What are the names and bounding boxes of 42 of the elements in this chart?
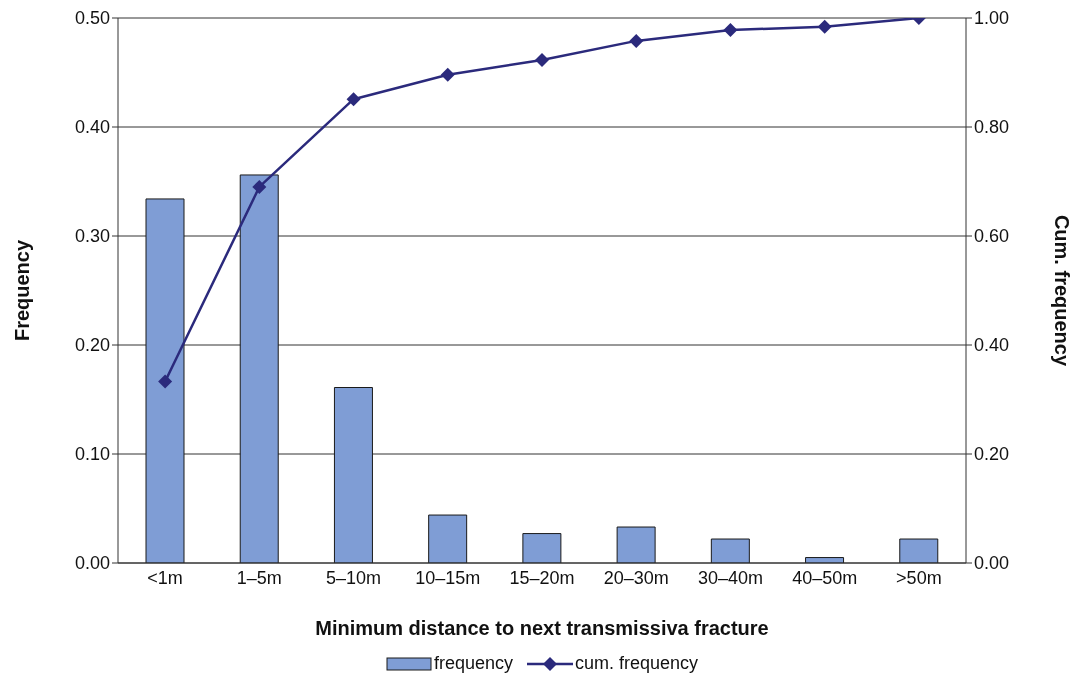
x-tick-label: 1–5m (236, 567, 282, 588)
x-tick-label: 30–40m (697, 567, 763, 588)
y-tick-label: 0.20 (74, 335, 110, 356)
bar (899, 538, 939, 563)
bar (333, 387, 373, 563)
y-tick-label: 0.10 (74, 444, 110, 465)
bar (522, 533, 562, 563)
point (440, 67, 455, 82)
y-tick-label: 0.30 (74, 226, 110, 247)
x-axis-title: Minimum distance to next transmissiva fracture (315, 617, 769, 639)
legend-label: frequency (432, 653, 513, 674)
y2-tick-label: 0.80 (974, 117, 1010, 138)
point (629, 33, 644, 48)
x-tick-label: 40–50m (792, 567, 858, 588)
y2-axis-title: Cum. frequency (1050, 214, 1073, 367)
y-tick-label: 0.00 (74, 553, 110, 574)
point (252, 179, 267, 194)
bar (710, 538, 750, 563)
y2-tick-label: 1.00 (974, 8, 1010, 29)
bar (145, 198, 185, 563)
y2-tick-label: 0.20 (974, 444, 1010, 465)
y2-tick-label: 0.40 (974, 335, 1010, 356)
x-tick-label: >50m (896, 567, 942, 588)
point (723, 22, 738, 37)
legend-label: cum. frequency (574, 653, 699, 674)
x-tick-label: 20–30m (603, 567, 669, 588)
x-tick-label: 15–20m (509, 567, 575, 588)
x-tick-label: 10–15m (415, 567, 481, 588)
x-tick-label: <1m (147, 567, 183, 588)
point (346, 92, 361, 107)
bar (428, 514, 468, 563)
bar (616, 526, 656, 563)
y2-tick-label: 0.60 (974, 226, 1010, 247)
x-tick-label: 5–10m (326, 567, 382, 588)
point (535, 52, 549, 67)
point (817, 19, 832, 34)
bar (239, 174, 279, 563)
y-tick-label: 0.50 (74, 8, 110, 29)
y-tick-label: 0.40 (74, 117, 110, 138)
y-axis-title: Frequency (11, 239, 34, 342)
point (158, 374, 173, 389)
y2-tick-label: 0.00 (974, 553, 1010, 574)
